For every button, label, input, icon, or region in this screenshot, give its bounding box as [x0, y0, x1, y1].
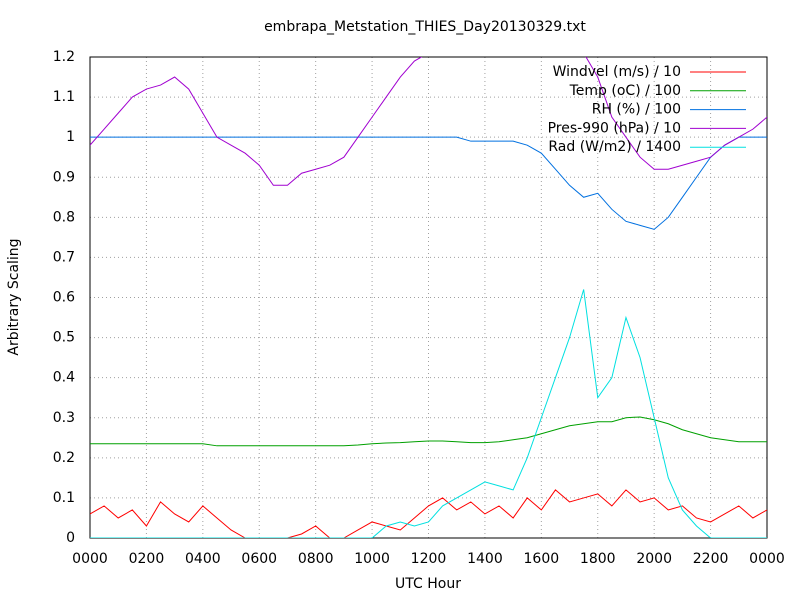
x-tick-label: 0000	[72, 551, 108, 567]
y-tick-label: 1.1	[53, 89, 75, 105]
y-tick-label: 0.9	[53, 169, 75, 185]
x-axis-label: UTC Hour	[395, 576, 461, 592]
legend-label: Pres-990 (hPa) / 10	[548, 120, 681, 136]
y-tick-label: 0	[66, 530, 75, 546]
y-tick-label: 0.8	[53, 209, 75, 225]
y-tick-label: 0.5	[53, 330, 75, 346]
y-tick-label: 1	[66, 129, 75, 145]
legend-label: Rad (W/m2) / 1400	[548, 139, 681, 155]
x-tick-label: 1400	[467, 551, 503, 567]
chart-title: embrapa_Metstation_THIES_Day20130329.txt	[264, 19, 586, 35]
y-tick-label: 0.3	[53, 410, 75, 426]
legend-label: Temp (oC) / 100	[569, 83, 681, 99]
x-tick-label: 0800	[298, 551, 334, 567]
plot-border	[89, 56, 768, 539]
y-tick-label: 0.2	[53, 450, 75, 466]
y-axis-label: Arbitrary Scaling	[6, 238, 22, 355]
y-tick-label: 0.1	[53, 490, 75, 506]
x-tick-label: 0000	[749, 551, 785, 567]
y-tick-label: 0.6	[53, 290, 75, 306]
data-line	[90, 289, 767, 538]
y-tick-label: 0.7	[53, 249, 75, 265]
x-tick-label: 0400	[185, 551, 221, 567]
y-tick-label: 0.4	[53, 370, 75, 386]
x-tick-label: 1800	[580, 551, 616, 567]
x-tick-label: 1000	[354, 551, 390, 567]
plot-area	[90, 57, 767, 538]
x-tick-label: 2000	[636, 551, 672, 567]
legend-label: RH (%) / 100	[592, 102, 681, 118]
data-line	[90, 57, 767, 186]
x-tick-label: 0600	[241, 551, 277, 567]
x-tick-label: 1200	[411, 551, 447, 567]
data-line	[90, 489, 767, 538]
y-tick-label: 1.2	[53, 49, 75, 65]
legend-label: Windvel (m/s) / 10	[553, 64, 681, 80]
x-tick-label: 1600	[524, 551, 560, 567]
x-tick-label: 0200	[129, 551, 165, 567]
x-tick-label: 2200	[693, 551, 729, 567]
data-line	[90, 136, 767, 230]
